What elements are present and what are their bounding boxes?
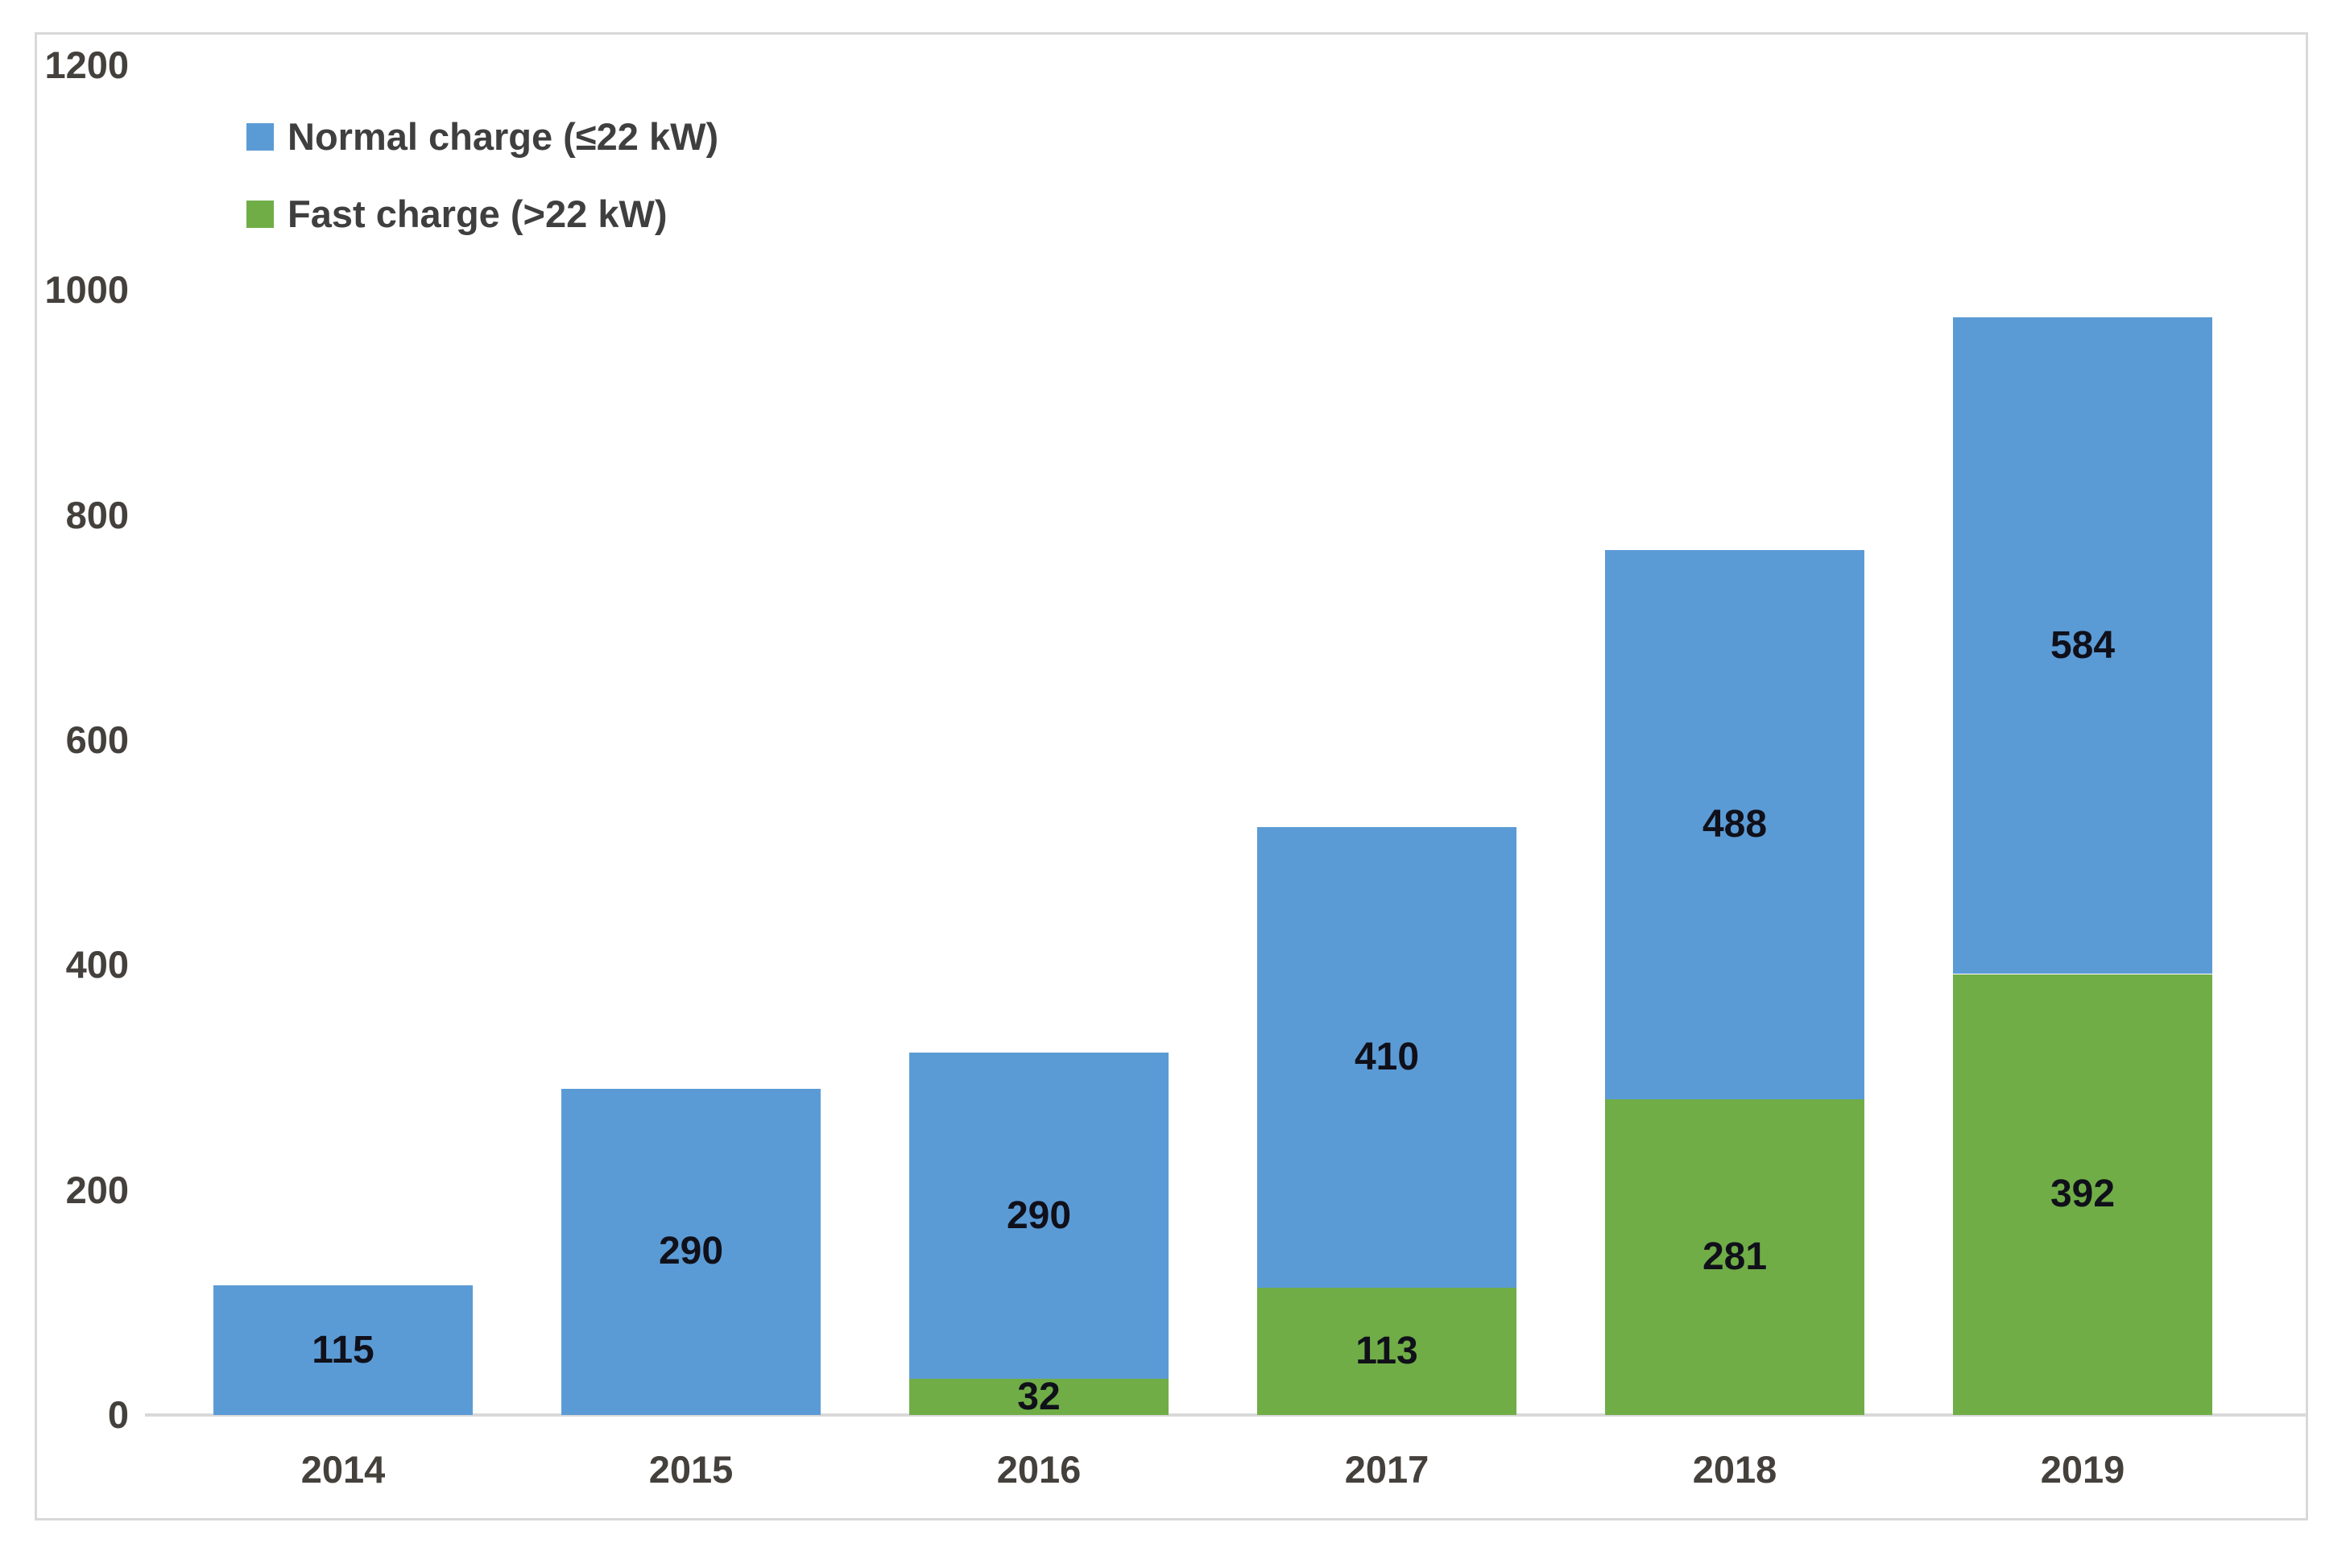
- chart-border: [35, 32, 2308, 1520]
- y-axis-tick-label: 1200: [44, 43, 129, 86]
- bar-segment-value-label: 290: [1006, 1194, 1072, 1237]
- bar-segment-value-label: 392: [2050, 1173, 2116, 1216]
- bar-segment-value-label: 488: [1702, 802, 1768, 846]
- legend-label-fast-charge: Fast charge (>22 kW): [288, 192, 668, 235]
- bar-segment-value-label: 281: [1702, 1235, 1768, 1278]
- y-axis-tick-label: 200: [65, 1168, 129, 1211]
- legend-swatch-normal-charge: [246, 123, 274, 151]
- bar-segment: [1257, 826, 1516, 1289]
- bar-segment-value-label: 290: [658, 1230, 724, 1273]
- bar-segment-value-label: 115: [312, 1328, 374, 1371]
- bar-segment: [561, 1088, 821, 1415]
- bar-segment: [909, 1053, 1169, 1380]
- y-axis-tick-label: 800: [65, 493, 129, 536]
- bar-segment: [909, 1379, 1169, 1415]
- y-axis-tick-label: 400: [65, 943, 129, 987]
- y-axis-tick-label: 600: [65, 718, 129, 761]
- bar-segment: [1257, 1288, 1516, 1415]
- x-axis-category-label: 2015: [648, 1448, 734, 1491]
- bar-segment: [213, 1285, 473, 1415]
- bar-segment: [1953, 974, 2212, 1415]
- x-axis-category-label: 2018: [1692, 1448, 1777, 1491]
- x-axis-category-label: 2019: [2040, 1448, 2125, 1491]
- bar-segment: [1953, 316, 2212, 974]
- legend-item-normal-charge: Normal charge (≤22 kW): [246, 118, 718, 156]
- x-axis-category-label: 2014: [300, 1448, 386, 1491]
- bar-segment: [1605, 549, 1864, 1099]
- bar-segment-value-label: 410: [1354, 1035, 1420, 1078]
- legend-label-normal-charge: Normal charge (≤22 kW): [288, 115, 719, 158]
- legend-item-fast-charge: Fast charge (>22 kW): [246, 195, 667, 234]
- bar-segment-value-label: 113: [1355, 1330, 1418, 1373]
- bar-segment-value-label: 32: [1017, 1375, 1061, 1418]
- bar-segment: [1605, 1098, 1864, 1415]
- y-axis-tick-label: 1000: [44, 268, 129, 312]
- y-axis-tick-label: 0: [107, 1393, 129, 1436]
- x-axis-category-label: 2016: [996, 1448, 1082, 1491]
- bar-segment-value-label: 584: [2050, 623, 2116, 667]
- legend-swatch-fast-charge: [246, 201, 274, 228]
- x-axis-line: [145, 1413, 2308, 1417]
- x-axis-category-label: 2017: [1344, 1448, 1429, 1491]
